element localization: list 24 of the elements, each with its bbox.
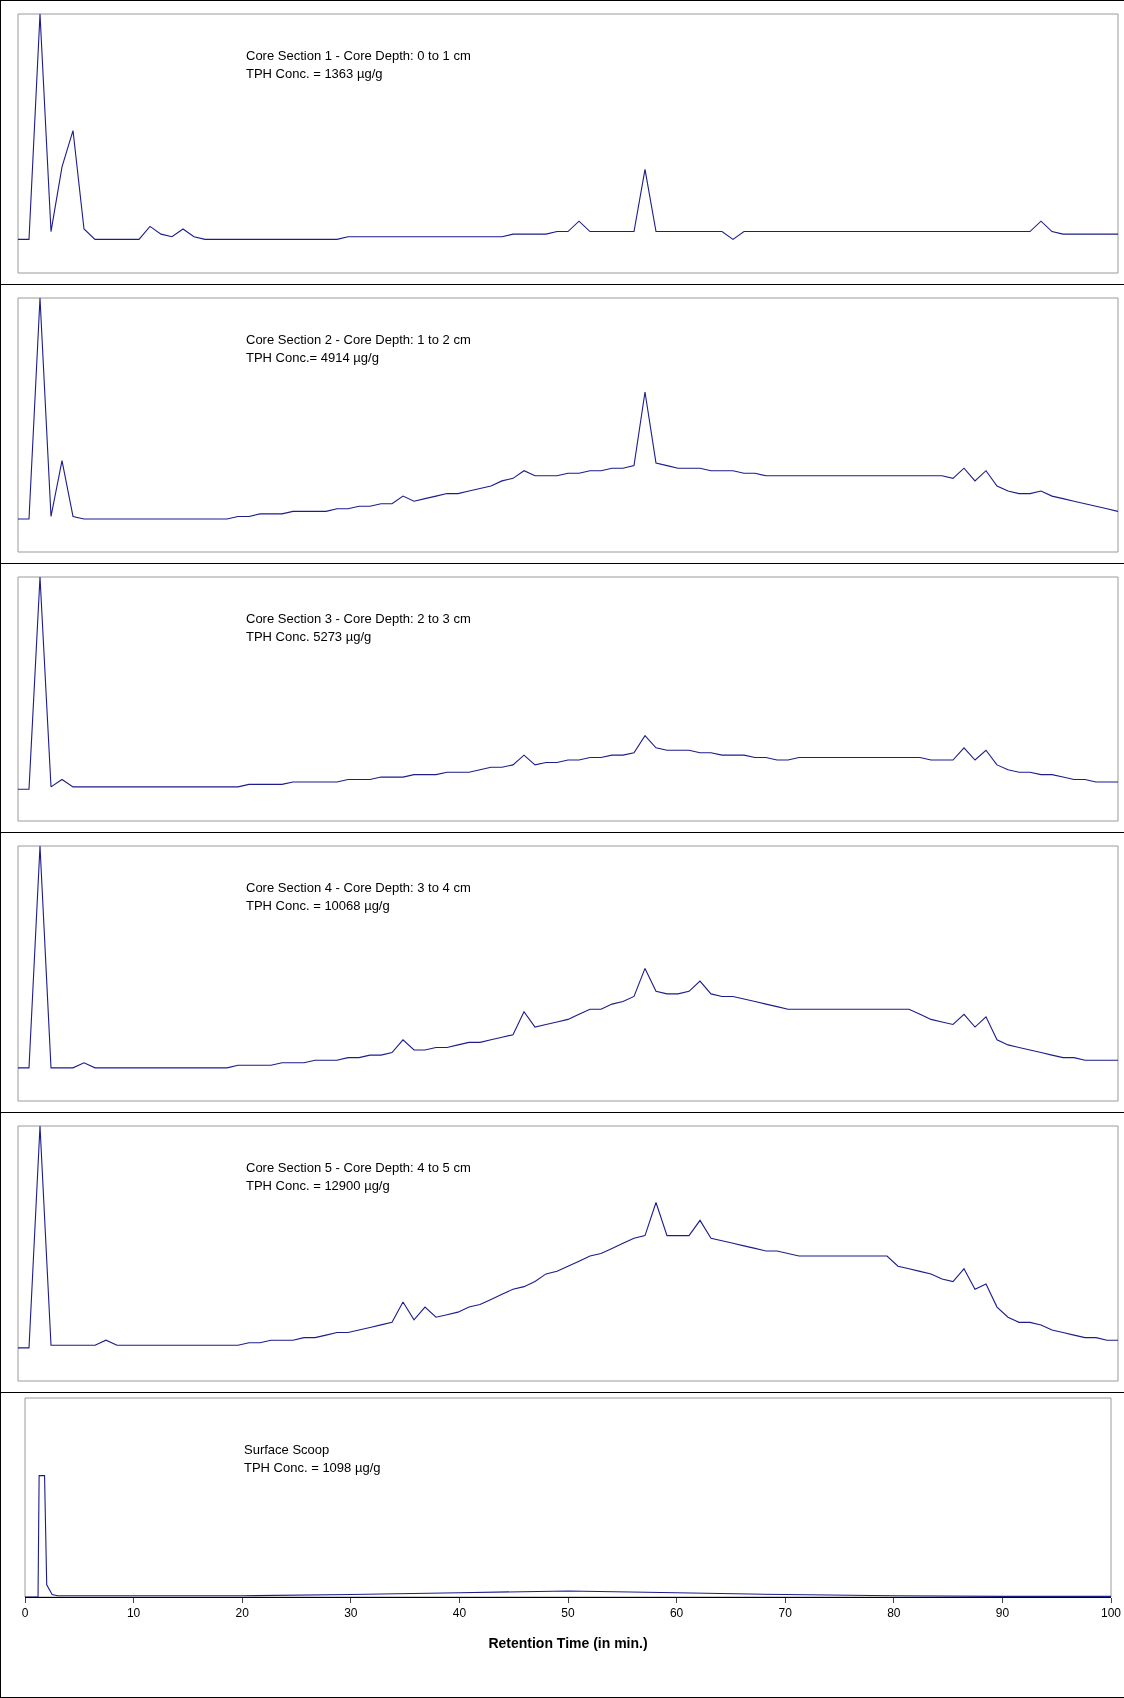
x-tick-label: 100 [1100, 1606, 1122, 1621]
x-axis-title: Retention Time (in min.) [488, 1634, 648, 1651]
annotation: TPH Conc. = 12900 µg/g [246, 1178, 390, 1193]
annotation: Core Section 4 - Core Depth: 3 to 4 cm [246, 880, 471, 895]
x-tick-label: 0 [21, 1606, 29, 1621]
x-tick-label: 80 [887, 1606, 901, 1621]
annotation: Core Section 2 - Core Depth: 1 to 2 cm [246, 332, 471, 347]
annotation: Core Section 3 - Core Depth: 2 to 3 cm [246, 611, 471, 626]
x-tick-label: 40 [452, 1606, 467, 1621]
annotation: TPH Conc. = 1363 µg/g [246, 66, 383, 81]
x-tick-label: 20 [235, 1606, 250, 1621]
x-tick-label: 30 [344, 1606, 358, 1621]
x-tick-label: 60 [669, 1606, 684, 1621]
x-tick-label: 70 [778, 1606, 793, 1621]
annotation: TPH Conc.= 4914 µg/g [246, 350, 379, 365]
x-tick-label: 50 [561, 1606, 575, 1621]
annotation: Core Section 5 - Core Depth: 4 to 5 cm [246, 1160, 471, 1175]
annotation: TPH Conc. = 10068 µg/g [246, 898, 390, 913]
annotation: Core Section 1 - Core Depth: 0 to 1 cm [246, 48, 471, 63]
text: TPH Conc. = 1098 µg/g [244, 1460, 381, 1475]
annotation: TPH Conc. 5273 µg/g [246, 629, 372, 644]
x-tick-label: 90 [995, 1606, 1010, 1621]
x-tick-label: 10 [126, 1606, 141, 1621]
text: Surface Scoop [244, 1442, 330, 1457]
